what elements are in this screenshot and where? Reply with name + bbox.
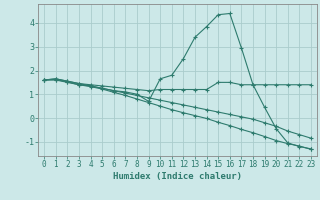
X-axis label: Humidex (Indice chaleur): Humidex (Indice chaleur) <box>113 172 242 181</box>
